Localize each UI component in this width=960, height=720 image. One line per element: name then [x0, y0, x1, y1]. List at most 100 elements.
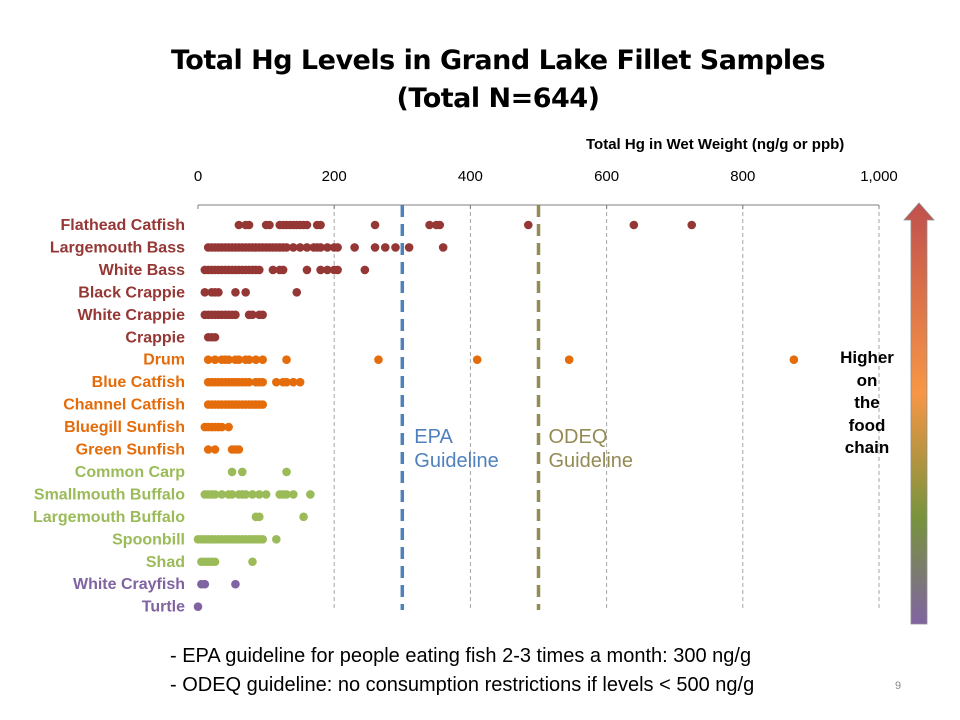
category-label: White Bass — [99, 262, 185, 279]
category-label: Black Crappie — [78, 284, 185, 301]
data-point — [564, 355, 574, 365]
x-tick-label: 0 — [194, 168, 202, 185]
data-point — [523, 220, 533, 230]
data-point — [214, 288, 223, 297]
data-point — [248, 310, 257, 320]
data-point — [333, 265, 342, 275]
data-point — [289, 377, 298, 387]
data-point — [316, 220, 325, 230]
data-point — [295, 243, 305, 252]
category-label: Crappie — [125, 329, 185, 346]
note-epa: - EPA guideline for people eating fish 2… — [170, 645, 752, 667]
odeq-label-line-1: ODEQ — [548, 426, 608, 448]
data-point — [244, 220, 254, 230]
data-point — [248, 490, 257, 499]
food-chain-line-4: food — [848, 415, 886, 435]
data-point — [292, 288, 302, 297]
data-point — [360, 265, 370, 275]
data-point — [244, 355, 254, 365]
title-line-1: Total Hg Levels in Grand Lake Fillet Sam… — [170, 45, 826, 76]
category-label: Largemouth Bass — [50, 239, 185, 256]
title-line-2: (Total N=644) — [396, 83, 600, 114]
data-point — [282, 467, 291, 477]
data-point — [404, 243, 414, 252]
data-point — [323, 265, 332, 275]
x-tick-label: 1,000 — [860, 168, 898, 185]
data-point — [200, 579, 210, 589]
data-point — [374, 355, 383, 365]
category-label: Common Carp — [75, 464, 185, 481]
data-point — [272, 377, 281, 387]
category-label: Flathead Catfish — [61, 217, 185, 234]
data-point — [289, 243, 298, 252]
data-point — [200, 288, 210, 297]
data-point — [254, 512, 264, 522]
data-point — [210, 332, 220, 342]
data-point — [251, 355, 261, 365]
data-point — [217, 490, 227, 499]
data-point — [258, 355, 267, 365]
data-point — [316, 265, 325, 275]
data-point — [302, 220, 312, 230]
data-point — [244, 377, 254, 387]
data-point — [299, 512, 308, 522]
x-tick-label: 400 — [458, 168, 483, 185]
data-point — [438, 243, 448, 252]
data-point — [316, 243, 325, 252]
slide-number: 9 — [895, 680, 902, 692]
data-point — [248, 557, 257, 567]
data-point — [265, 220, 274, 230]
food-chain-text: Higher on the food chain — [826, 347, 908, 460]
data-point — [350, 243, 359, 252]
x-axis-label: Total Hg in Wet Weight (ng/g or ppb) — [586, 136, 845, 153]
food-chain-arrow — [903, 202, 935, 625]
food-chain-line-1: Higher — [840, 348, 894, 367]
data-point — [282, 377, 291, 387]
data-point — [302, 243, 312, 252]
data-point — [435, 220, 445, 230]
guideline-notes: - EPA guideline for people eating fish 2… — [170, 642, 754, 700]
food-chain-line-3: the — [854, 393, 880, 412]
data-point — [231, 579, 240, 589]
note-odeq: - ODEQ guideline: no consumption restric… — [170, 674, 755, 696]
data-point — [333, 243, 342, 252]
data-point — [224, 355, 233, 365]
data-point — [278, 265, 288, 275]
data-point — [425, 220, 434, 230]
data-point — [391, 243, 400, 252]
odeq-label-line-2: Guideline — [548, 450, 634, 472]
data-point — [193, 602, 203, 611]
data-point — [237, 467, 247, 477]
data-point — [472, 355, 482, 365]
data-point — [370, 220, 380, 230]
data-point — [227, 467, 237, 477]
category-label: Blue Catfish — [92, 374, 185, 391]
data-point — [254, 265, 264, 275]
data-point — [268, 265, 278, 275]
data-point — [295, 377, 305, 387]
data-point — [282, 490, 291, 499]
data-point — [241, 490, 250, 499]
category-label: Green Sunfish — [76, 442, 185, 459]
category-label: Spoonbill — [112, 531, 185, 548]
epa-label-line-1: EPA — [414, 426, 453, 448]
data-point — [629, 220, 639, 230]
data-point — [254, 490, 264, 499]
data-point — [231, 310, 240, 320]
data-point — [224, 422, 233, 432]
category-label: Drum — [143, 352, 185, 369]
data-point — [789, 355, 799, 365]
data-point — [380, 243, 390, 252]
category-label: Bluegill Sunfish — [64, 419, 185, 436]
data-point — [241, 288, 250, 297]
x-tick-label: 200 — [322, 168, 347, 185]
data-point — [282, 355, 291, 365]
chart-title: Total Hg Levels in Grand Lake Fillet Sam… — [0, 42, 960, 118]
data-point — [203, 445, 213, 454]
data-point — [289, 490, 298, 499]
data-point — [234, 220, 244, 230]
data-point — [323, 243, 332, 252]
data-point — [234, 355, 244, 365]
data-point — [261, 490, 271, 499]
